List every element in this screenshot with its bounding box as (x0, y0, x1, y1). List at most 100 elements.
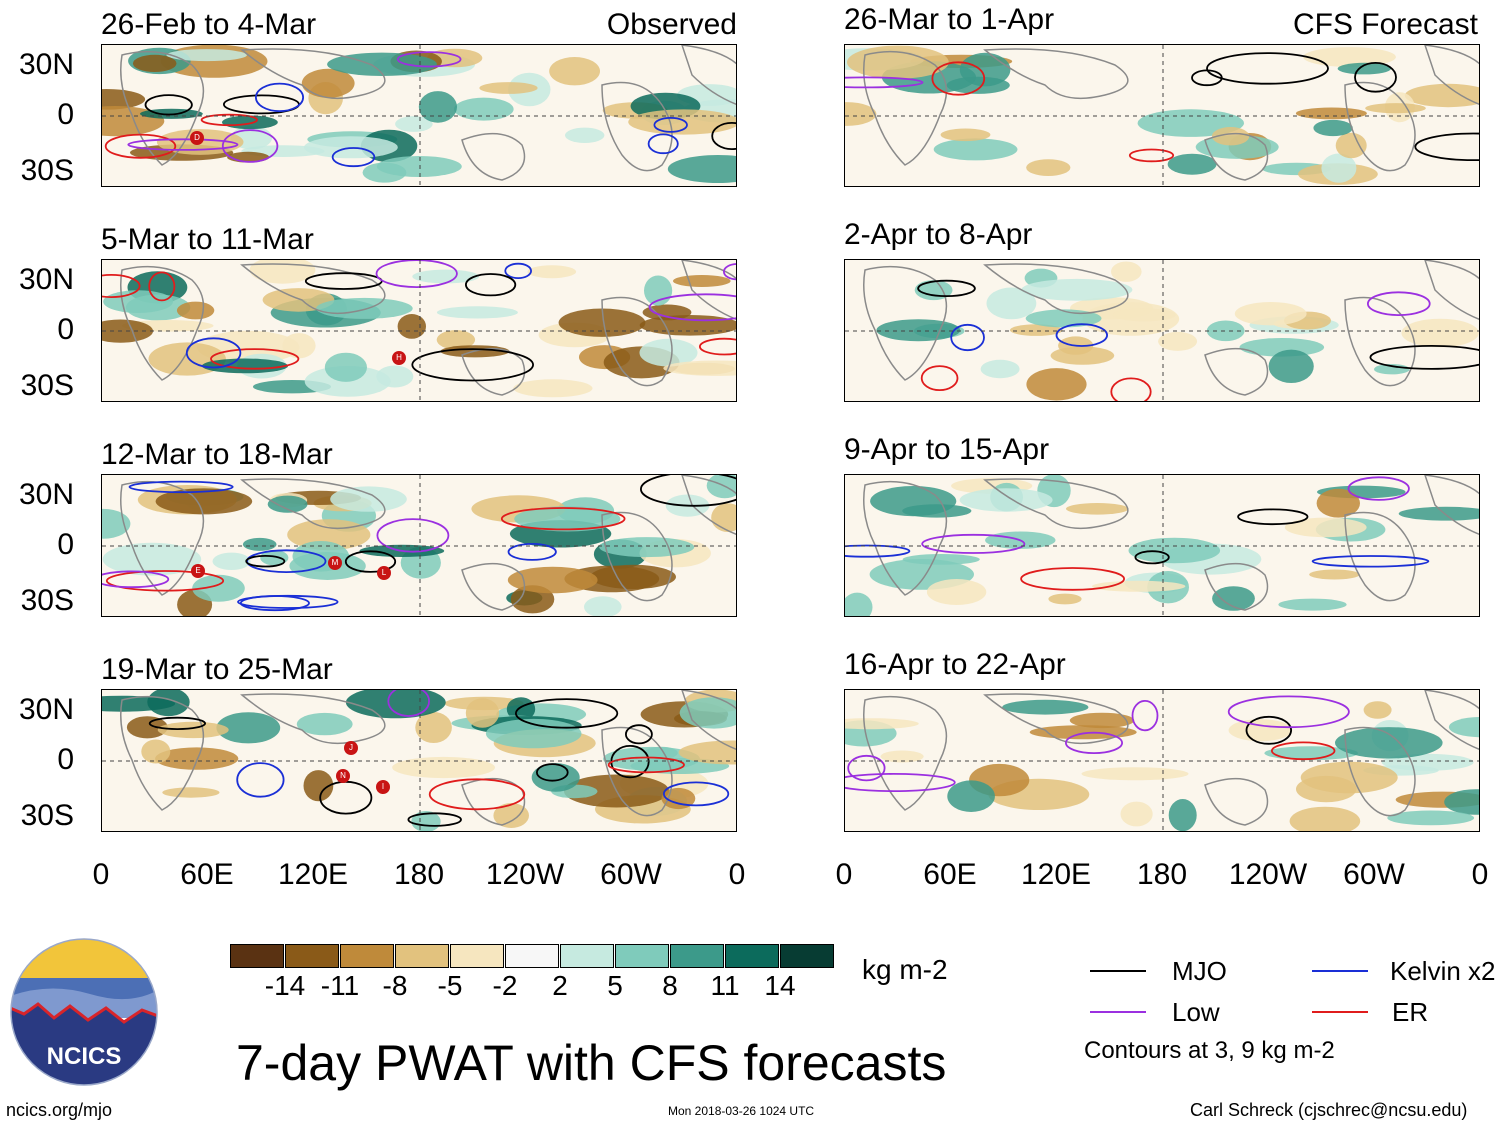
contour-line (1414, 132, 1479, 161)
storm-marker: H (392, 351, 406, 365)
contour-line (239, 595, 310, 612)
contour-line (128, 480, 234, 494)
pwat-anomaly (1228, 719, 1293, 742)
pwat-anomaly (1381, 753, 1474, 771)
pwat-anomaly (415, 712, 452, 743)
panel-title-3: 12-Mar to 18-Mar (101, 438, 333, 471)
pwat-anomaly (155, 747, 239, 770)
legend-er-label: ER (1392, 997, 1429, 1027)
contour-line (105, 570, 225, 592)
contour-line (847, 754, 886, 782)
pwat-anomaly (436, 306, 518, 319)
coastline (240, 693, 386, 745)
pwat-anomaly (1321, 153, 1357, 183)
coastline (461, 347, 526, 396)
pwat-anomaly (147, 690, 190, 717)
map-field (845, 475, 1479, 616)
contour-line (127, 138, 239, 151)
pwat-anomaly (584, 596, 622, 616)
pwat-anomaly (1363, 701, 1392, 719)
contour-line (148, 716, 207, 731)
contour-line (331, 147, 376, 168)
pwat-anomaly (1284, 517, 1367, 538)
pwat-anomaly (436, 330, 476, 350)
pwat-anomaly (549, 57, 600, 86)
pwat-anomaly (639, 338, 698, 367)
coastline (240, 48, 386, 100)
pwat-anomaly (845, 718, 919, 730)
pwat-anomaly (628, 109, 736, 135)
colorbar-swatch (395, 944, 449, 968)
panel-title-8: 16-Apr to 22-Apr (844, 648, 1066, 681)
pwat-anomaly (282, 333, 316, 359)
colorbar-unit: kg m-2 (862, 954, 948, 985)
pwat-anomaly (1289, 806, 1361, 831)
pwat-anomaly (678, 740, 736, 765)
footer-timestamp: Mon 2018-03-26 1024 UTC (668, 1104, 815, 1118)
colorbar-tick-label: 14 (764, 970, 796, 1001)
legend-low-line (1090, 1011, 1146, 1013)
pwat-anomaly (201, 358, 289, 374)
coastline (863, 480, 948, 596)
coastline (1424, 475, 1479, 535)
pwat-anomaly (1278, 598, 1347, 611)
contour-line (1134, 550, 1170, 565)
pwat-anomaly (103, 290, 173, 313)
contour-line (221, 129, 279, 163)
legend-mjo-line (1090, 970, 1146, 972)
colorbar-tick-label: 11 (710, 970, 740, 1001)
contour-line (917, 279, 976, 298)
footer-url[interactable]: ncics.org/mjo (6, 1100, 113, 1120)
contour-line (304, 272, 383, 290)
pwat-anomaly (1401, 318, 1479, 348)
pwat-anomaly (1026, 368, 1087, 401)
pwat-anomaly (454, 97, 514, 121)
pwat-anomaly (986, 287, 1037, 320)
pwat-anomaly (513, 379, 593, 398)
lat-label: 30N (18, 478, 74, 511)
lon-label: 120E (277, 858, 349, 891)
contour-line (1245, 715, 1292, 745)
coastline (1344, 726, 1416, 817)
contour-line (1131, 700, 1159, 732)
pwat-anomaly (1021, 278, 1133, 301)
map-panel-fcst-4 (844, 689, 1480, 832)
coastline (681, 45, 736, 105)
contour-line (1110, 377, 1152, 401)
pwat-anomaly (1092, 580, 1186, 592)
map-panel-obs-3 (101, 474, 737, 617)
coastline (983, 478, 1129, 530)
contour-line (1271, 741, 1336, 761)
pwat-anomaly (418, 91, 457, 123)
lon-label: 120W (1228, 858, 1308, 891)
ncics-logo[interactable]: NCICS (10, 938, 158, 1086)
lat-label: 0 (57, 313, 74, 346)
contour-line (210, 348, 300, 370)
colorbar-swatch (285, 944, 339, 968)
pwat-anomaly (1212, 586, 1255, 611)
coastline (1204, 777, 1269, 826)
pwat-anomaly (132, 54, 177, 72)
lon-label: 0 (1471, 858, 1489, 891)
pwat-anomaly (485, 718, 582, 749)
pwat-anomaly (303, 770, 334, 802)
lat-label: 0 (57, 743, 74, 776)
pwat-anomaly (1234, 302, 1307, 326)
map-panel-fcst-1 (844, 44, 1480, 187)
pwat-anomaly (946, 76, 1010, 94)
pwat-anomaly (1211, 127, 1250, 146)
contour-line (375, 260, 458, 288)
pwat-anomaly (599, 537, 695, 558)
map-panel-obs-4 (101, 689, 737, 832)
pwat-anomaly (376, 156, 462, 177)
colorbar-swatch (505, 944, 559, 968)
lon-label: 60E (923, 858, 977, 891)
pwat-anomaly (301, 68, 355, 98)
main-title: 7-day PWAT with CFS forecasts (236, 1035, 947, 1091)
colorbar-swatch (450, 944, 504, 968)
pwat-anomaly (397, 314, 426, 339)
lon-label: 0 (835, 858, 853, 891)
pwat-anomaly (126, 716, 168, 739)
coastline (983, 48, 1129, 100)
lat-label: 0 (57, 528, 74, 561)
